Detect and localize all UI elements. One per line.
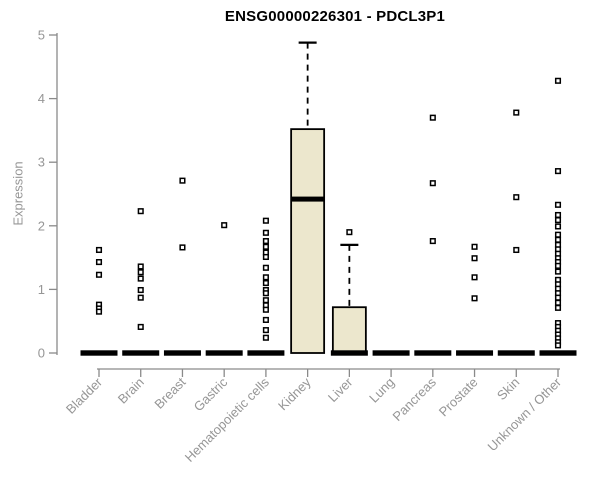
- outlier-point: [554, 294, 562, 301]
- x-tick-label: Kidney: [275, 374, 314, 413]
- zero-median-bar: [372, 350, 410, 356]
- outlier-point: [554, 77, 562, 84]
- outlier-point: [554, 231, 562, 238]
- outlier-point: [262, 327, 269, 334]
- box: [331, 306, 367, 354]
- zero-median-bar: [122, 350, 160, 356]
- y-tick-label: 3: [38, 155, 45, 170]
- x-tick-label: Bladder: [63, 374, 106, 417]
- outlier-point: [137, 208, 144, 215]
- outlier-point: [137, 294, 144, 301]
- x-tick-label: Pancreas: [389, 374, 439, 424]
- y-tick-label: 0: [38, 346, 45, 361]
- outlier-point: [429, 238, 436, 245]
- zero-median-bar: [80, 350, 118, 356]
- outlier-point: [262, 243, 269, 250]
- outlier-point: [137, 323, 144, 330]
- outlier-point: [513, 246, 520, 254]
- zero-median-bar: [205, 350, 243, 356]
- outlier-point: [262, 217, 269, 224]
- x-tick-label: Liver: [325, 374, 356, 405]
- x-tick-label: Breast: [151, 374, 188, 411]
- outlier-point: [554, 211, 562, 219]
- outlier-point: [262, 279, 269, 287]
- outlier-point: [95, 259, 103, 266]
- zero-median-bar: [497, 350, 535, 356]
- x-tick-label: Unknown / Other: [485, 374, 565, 454]
- zero-median-bar: [247, 350, 285, 356]
- outlier-point: [554, 201, 562, 208]
- median-line: [330, 350, 368, 356]
- outlier-point: [262, 306, 269, 313]
- x-tick-label: Skin: [494, 375, 522, 403]
- outlier-point: [429, 180, 436, 187]
- outlier-point: [554, 262, 562, 269]
- outlier-point: [262, 274, 269, 281]
- zero-median-bar: [539, 350, 577, 356]
- y-tick-label: 5: [38, 28, 45, 43]
- outlier-point: [262, 229, 269, 236]
- x-tick-label: Brain: [115, 375, 147, 407]
- y-tick-label: 2: [38, 218, 45, 233]
- outlier-point: [471, 255, 478, 262]
- outlier-point: [262, 264, 269, 271]
- x-tick-label: Lung: [366, 375, 397, 406]
- outlier-point: [95, 271, 103, 278]
- outlier-point: [471, 243, 478, 250]
- zero-median-bar: [163, 350, 201, 356]
- outlier-point: [262, 253, 269, 261]
- outlier-point: [346, 229, 353, 236]
- outlier-point: [554, 236, 562, 243]
- outlier-point: [262, 297, 269, 304]
- outlier-point: [554, 342, 562, 349]
- outlier-point: [471, 274, 478, 281]
- outlier-point: [137, 286, 144, 294]
- outlier-point: [262, 334, 269, 341]
- outlier-point: [554, 268, 562, 275]
- outlier-point: [262, 316, 269, 323]
- outlier-point: [221, 222, 228, 229]
- y-tick-label: 1: [38, 282, 45, 297]
- outlier-point: [95, 308, 103, 315]
- x-tick-label: Gastric: [191, 374, 231, 414]
- outlier-point: [137, 275, 144, 282]
- outlier-point: [137, 269, 144, 276]
- outlier-point: [554, 304, 562, 311]
- outlier-point: [554, 223, 562, 230]
- zero-median-bar: [456, 350, 494, 356]
- median-line: [291, 196, 325, 202]
- outlier-point: [262, 290, 269, 297]
- outlier-point: [554, 168, 562, 175]
- zero-median-bar: [414, 350, 452, 356]
- outlier-point: [179, 244, 186, 251]
- outlier-point: [554, 217, 562, 224]
- outlier-point: [513, 194, 520, 201]
- outlier-point: [471, 295, 478, 302]
- outlier-point: [554, 299, 562, 306]
- outlier-point: [262, 238, 269, 245]
- outlier-point: [513, 109, 520, 116]
- x-tick-label: Prostate: [436, 375, 481, 420]
- outlier-point: [137, 263, 144, 270]
- outlier-point: [179, 177, 186, 184]
- outlier-point: [95, 246, 103, 254]
- box: [290, 128, 326, 354]
- y-tick-label: 4: [38, 91, 45, 106]
- outlier-point: [429, 114, 436, 121]
- chart-title: ENSG00000226301 - PDCL3P1: [224, 8, 446, 25]
